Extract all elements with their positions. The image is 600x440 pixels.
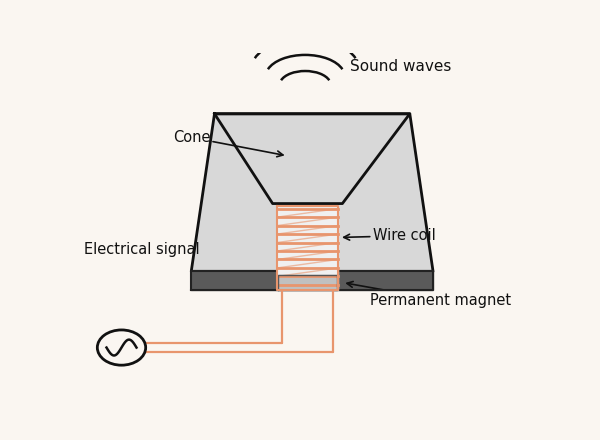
Text: Wire coil: Wire coil <box>344 228 436 243</box>
Polygon shape <box>277 206 338 290</box>
Polygon shape <box>215 114 410 204</box>
Text: Electrical signal: Electrical signal <box>84 242 200 257</box>
Polygon shape <box>278 275 337 290</box>
Polygon shape <box>191 271 433 290</box>
Text: Permanent magnet: Permanent magnet <box>347 282 511 308</box>
Text: Cone: Cone <box>173 130 283 157</box>
Polygon shape <box>191 114 433 271</box>
Text: Sound waves: Sound waves <box>350 59 451 74</box>
